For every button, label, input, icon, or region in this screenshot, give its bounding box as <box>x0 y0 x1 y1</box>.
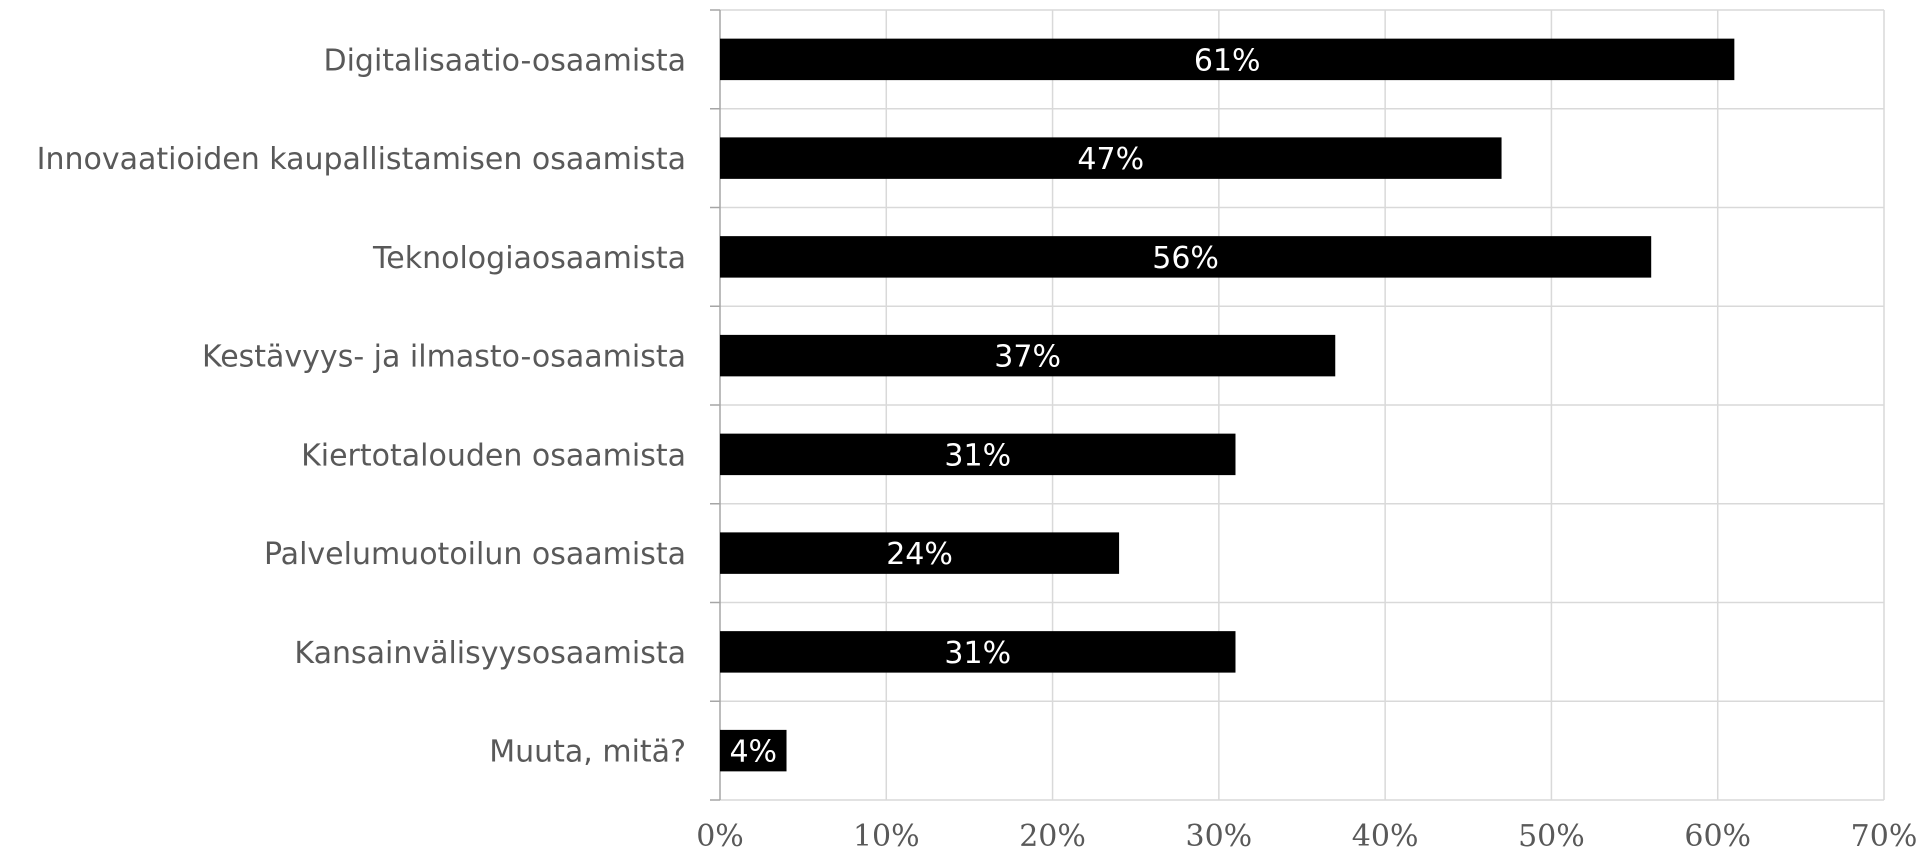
bar <box>720 532 1120 574</box>
bar <box>720 433 1236 476</box>
bar <box>720 631 1236 673</box>
data-label: 4% <box>729 735 777 770</box>
category-label: Kiertotalouden osaamista <box>301 438 686 473</box>
category-label: Kestävyys- ja ilmasto-osaamista <box>202 340 686 375</box>
x-tick-label: 0% <box>696 819 744 854</box>
x-tick-label: 40% <box>1352 819 1419 854</box>
category-label: Kansainvälisyysosaamista <box>294 636 686 671</box>
data-label: 61% <box>1194 43 1261 78</box>
category-label: Teknologiaosaamista <box>372 241 686 276</box>
category-label: Innovaatioiden kaupallistamisen osaamist… <box>37 142 686 177</box>
data-label: 56% <box>1152 241 1219 276</box>
bar <box>720 729 787 772</box>
x-tick-label: 50% <box>1518 819 1585 854</box>
data-label: 24% <box>886 537 953 572</box>
category-label: Muuta, mitä? <box>489 735 686 770</box>
bars-layer <box>720 38 1735 772</box>
x-tick-label: 30% <box>1186 819 1253 854</box>
bar <box>720 137 1502 179</box>
x-tick-label: 20% <box>1019 819 1086 854</box>
bar <box>720 334 1336 377</box>
category-label: Digitalisaatio-osaamista <box>323 43 686 78</box>
x-tick-label: 10% <box>853 819 920 854</box>
data-label: 31% <box>944 636 1011 671</box>
bar <box>720 38 1735 81</box>
bar <box>720 236 1652 278</box>
data-label: 37% <box>994 340 1061 375</box>
x-tick-label: 60% <box>1684 819 1751 854</box>
labels-layer: 0% 10% 20% 30% 40% 50% 60% 70% Digitalisaatio-os… <box>37 43 1918 854</box>
x-tick-label: 70% <box>1851 819 1918 854</box>
data-label: 47% <box>1077 142 1144 177</box>
category-label: Palvelumuotoilun osaamista <box>264 537 686 572</box>
data-label: 31% <box>944 438 1011 473</box>
grid-layer <box>710 9 1885 801</box>
